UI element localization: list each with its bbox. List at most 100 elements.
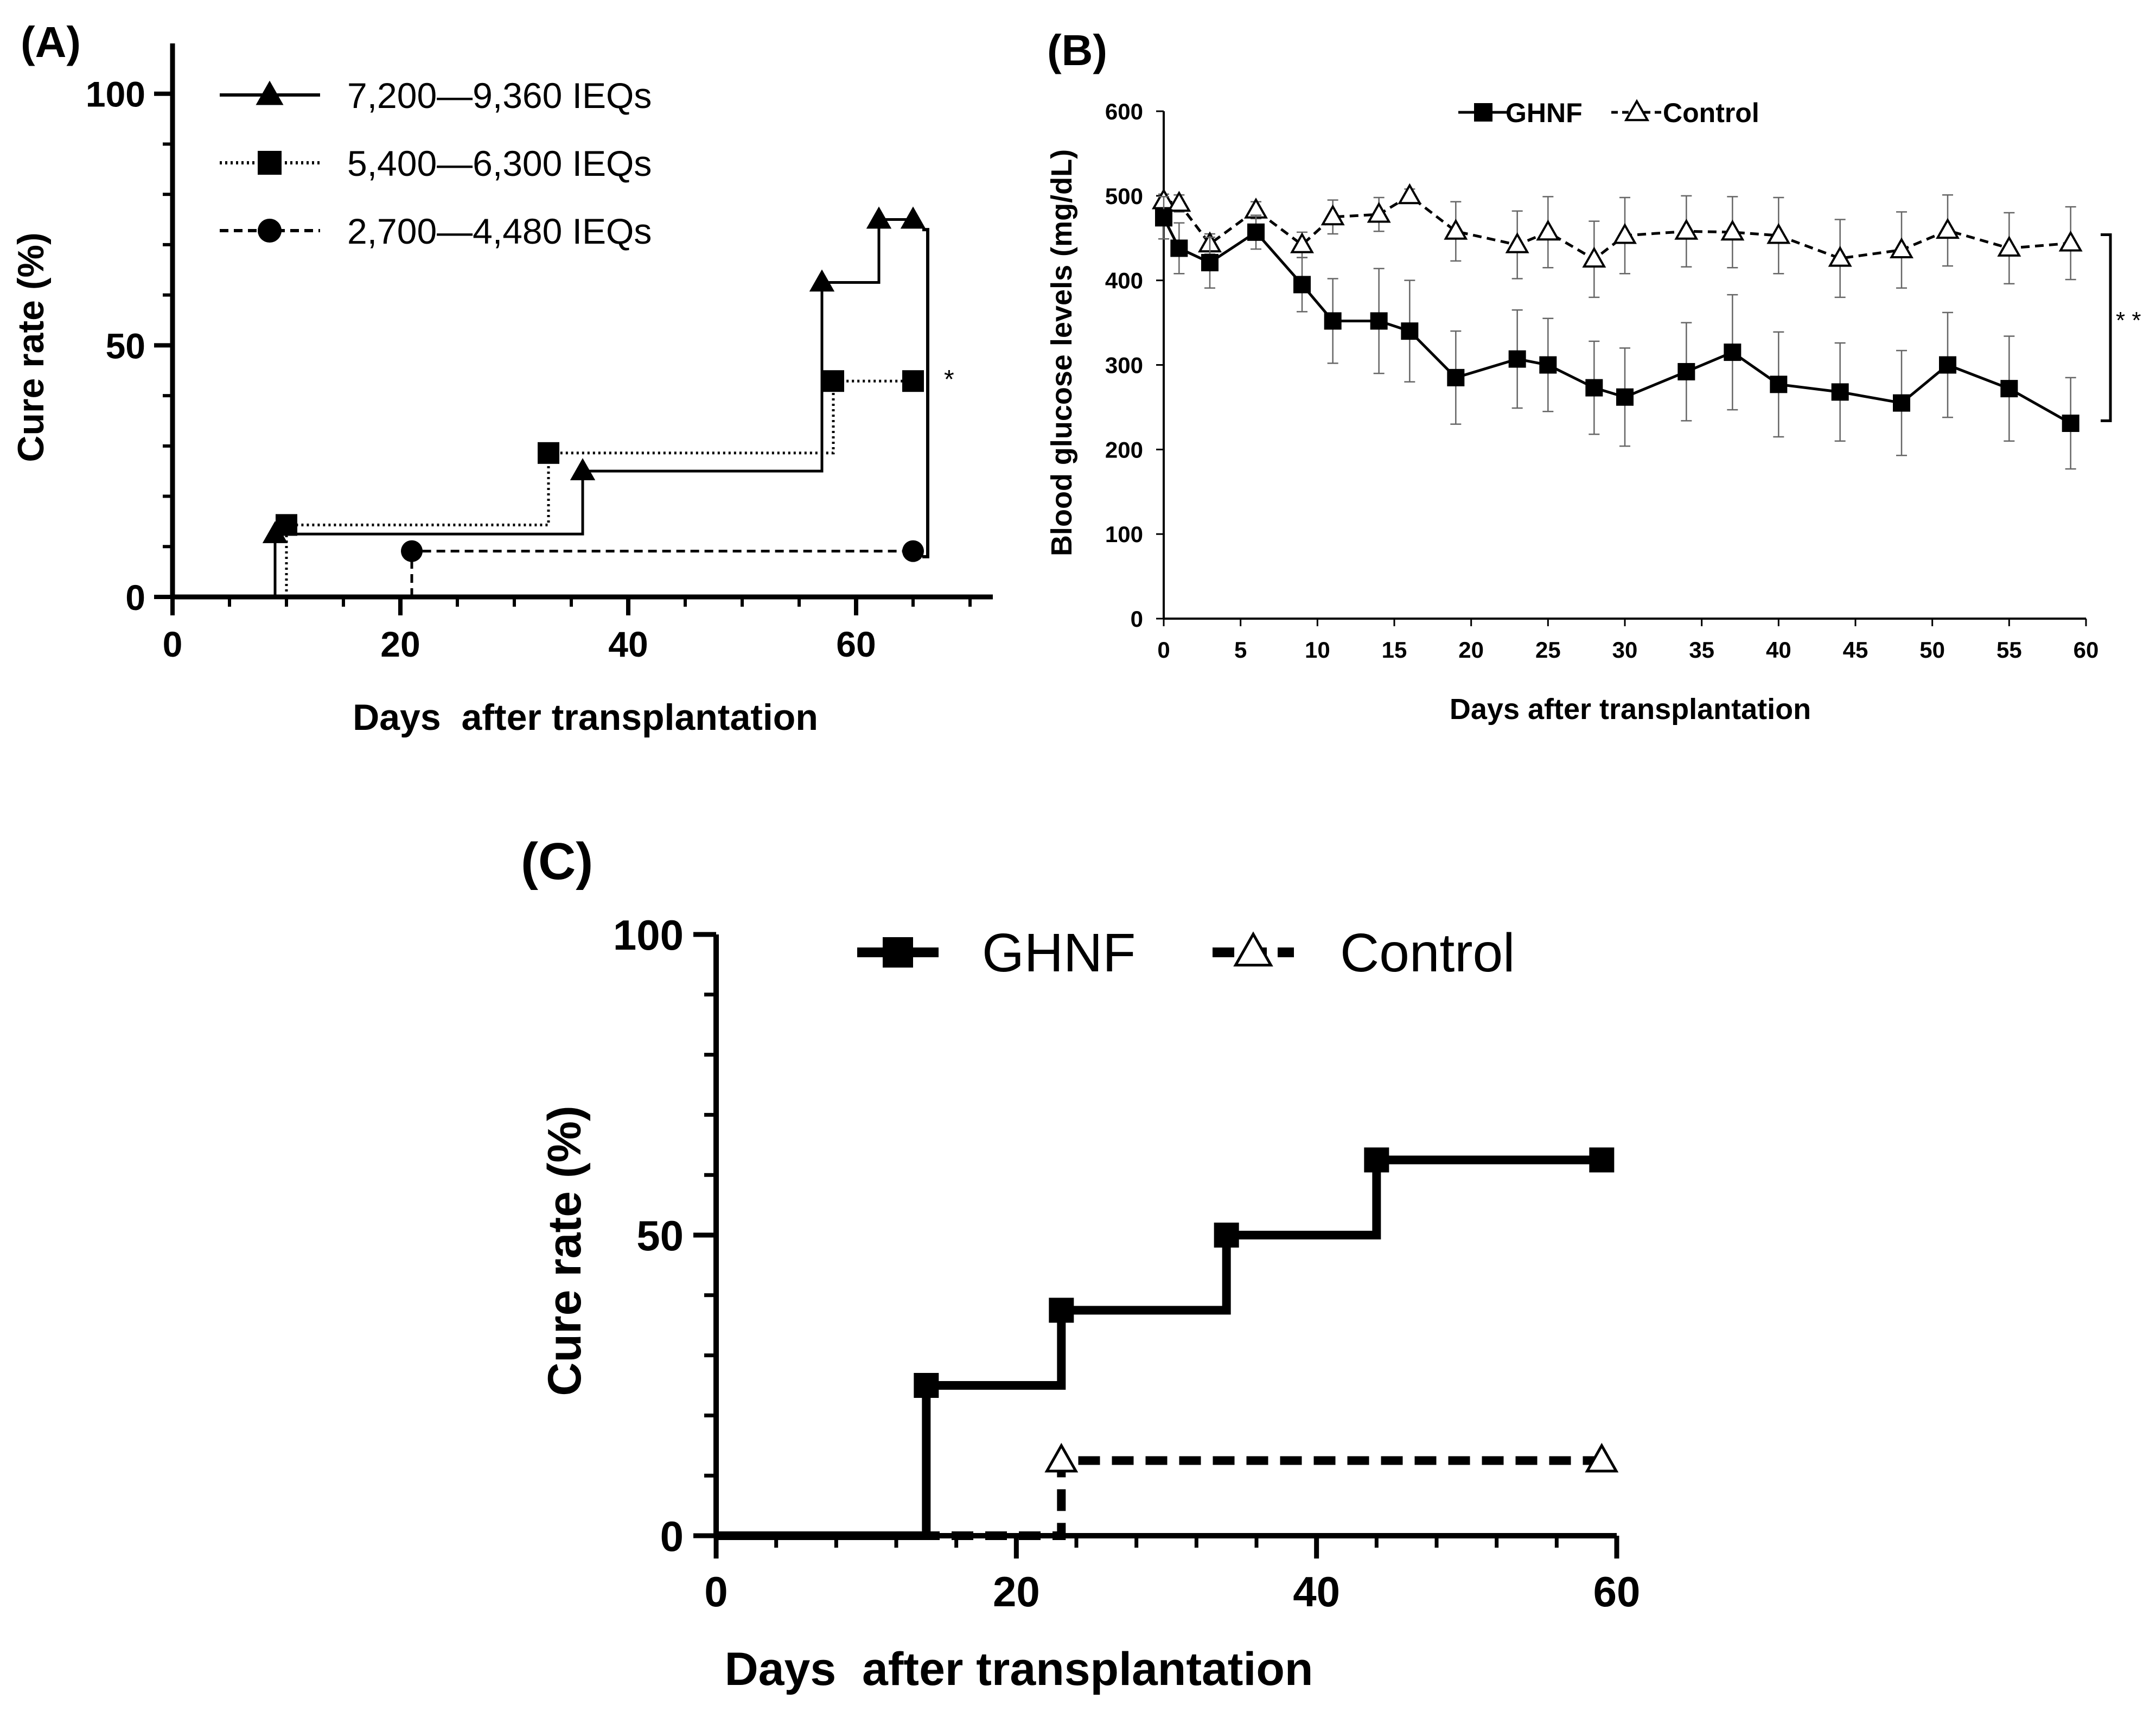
panel-b-data-point: [1677, 362, 1695, 380]
panel-c-data-point: [1585, 1442, 1619, 1473]
panel-b-data-point: [1585, 379, 1603, 397]
panel-a-xlabel: Days after transplantation: [353, 697, 818, 738]
panel-b-data-point: [2062, 415, 2080, 432]
panel-b-data-point: [1831, 383, 1849, 401]
panel-c-ylabel: Cure rate (%): [539, 1105, 591, 1396]
panel-b-data-point: [1674, 219, 1699, 240]
panel-b-legend: GHNF Control: [1458, 98, 1759, 128]
panel-a-legend: 7,200—9,360 IEQs 5,400—6,300 IEQs 2,700—4,…: [220, 75, 652, 251]
panel-c-data-point: [1044, 1442, 1079, 1473]
panel-a: (A) 0 20 40 60 0 50 100 7,200—9,360 IEQs 5,400—…: [10, 18, 993, 738]
panel-b-legend-marker: [1474, 103, 1492, 122]
panel-a-y-tick-label: 100: [86, 74, 145, 115]
panel-b-data-point: [1370, 312, 1388, 330]
panel-a-significance: *: [944, 365, 954, 394]
panel-b-data-point: [1893, 394, 1910, 412]
panel-b-xlabel: Days after transplantation: [1450, 693, 1811, 726]
panel-c-y-tick-label: 0: [660, 1512, 684, 1560]
panel-c-legend: GHNF Control: [857, 923, 1515, 983]
panel-b-data-point: [1613, 222, 1637, 244]
panel-b-data-point: [1293, 276, 1311, 294]
panel-b-x-tick-label: 40: [1766, 637, 1791, 663]
panel-b-data-point: [1539, 356, 1557, 374]
panel-c-data-point: [1364, 1147, 1389, 1173]
panel-b-x-tick-label: 45: [1843, 637, 1868, 663]
panel-b-data-point: [1398, 183, 1422, 205]
panel-b-data-point: [1582, 246, 1606, 268]
panel-b-x-tick-label: 0: [1157, 637, 1170, 663]
panel-b-significance-bracket: [2101, 233, 2112, 422]
panel-c-series-line: [716, 1456, 1602, 1540]
panel-a-data-point: [809, 269, 835, 292]
panel-a-data-point: [401, 540, 423, 562]
panel-b: (B) 0 5 10 15 20 25 30 35 40 45 50 55 60010020030040…: [1045, 26, 2141, 726]
panel-b-y-tick-label: 400: [1105, 268, 1143, 294]
panel-b-x-tick-label: 10: [1305, 637, 1330, 663]
panel-b-y-tick-label: 0: [1131, 606, 1143, 632]
panel-c-data-point: [1214, 1223, 1239, 1248]
panel-b-data-point: [1321, 204, 1345, 226]
panel-a-data-point: [570, 458, 596, 480]
panel-c-legend-label: GHNF: [982, 923, 1136, 983]
panel-c-legend-marker: [1233, 931, 1273, 967]
panel-a-x-tick-label: 40: [608, 624, 648, 664]
panel-c-data-point: [1049, 1297, 1074, 1323]
panel-b-ylabel: Blood glucose levels (mg/dL): [1045, 149, 1078, 556]
panel-b-x-tick-label: 30: [1612, 637, 1638, 663]
panel-a-data-point: [276, 514, 297, 536]
panel-b-data-point: [1505, 232, 1529, 253]
panel-a-data-point: [262, 521, 288, 543]
panel-a-data-point: [902, 540, 924, 562]
panel-a-y-tick-label: 0: [125, 577, 145, 618]
panel-c-x-tick-label: 20: [993, 1568, 1040, 1615]
panel-a-series-line: [285, 379, 913, 597]
panel-c-y-tick-label: 50: [636, 1212, 684, 1260]
panel-b-data-point: [1444, 219, 1468, 240]
panel-c-x-tick-label: 0: [704, 1568, 728, 1615]
panel-a-label: (A): [21, 18, 81, 66]
panel-a-data-point: [900, 206, 926, 229]
panel-b-data-point: [1247, 223, 1265, 241]
panel-a-legend-label: 7,200—9,360 IEQs: [347, 75, 652, 116]
panel-c-plot-area: 0 20 40 60 0 50 100: [613, 911, 1641, 1615]
panel-b-x-tick-label: 60: [2074, 637, 2099, 663]
panel-b-x-tick-label: 35: [1689, 637, 1714, 663]
panel-a-legend-marker: [256, 80, 284, 105]
panel-b-x-tick-label: 25: [1535, 637, 1561, 663]
panel-b-x-tick-label: 20: [1458, 637, 1484, 663]
panel-c-x-tick-label: 40: [1293, 1568, 1340, 1615]
panel-c: (C) 0 20 40 60 0 50 100 GHNF Control Days after…: [521, 832, 1640, 1695]
panel-b-data-point: [1367, 201, 1391, 223]
panel-b-data-point: [1616, 388, 1634, 406]
panel-c-label: (C): [521, 832, 593, 891]
panel-a-x-tick-label: 20: [380, 624, 420, 664]
panel-b-legend-label: GHNF: [1506, 98, 1583, 128]
panel-b-label: (B): [1047, 26, 1107, 74]
panel-b-data-point: [1724, 344, 1742, 361]
panel-a-legend-label: 2,700—4,480 IEQs: [347, 211, 652, 251]
panel-b-data-point: [1324, 312, 1342, 330]
panel-a-data-point: [866, 206, 892, 229]
panel-b-data-point: [1770, 376, 1788, 393]
panel-b-data-point: [1536, 219, 1560, 241]
panel-b-data-point: [1720, 219, 1745, 241]
panel-b-data-point: [1890, 237, 1913, 259]
panel-a-legend-marker: [258, 219, 282, 243]
panel-b-data-point: [2058, 230, 2083, 252]
panel-c-legend-marker: [883, 937, 913, 968]
panel-a-data-point: [538, 442, 559, 464]
panel-b-data-point: [1447, 368, 1465, 386]
panel-c-xlabel: Days after transplantation: [725, 1643, 1313, 1695]
panel-b-data-point: [1290, 232, 1314, 253]
panel-b-data-point: [1997, 236, 2021, 257]
panel-a-legend-marker: [258, 151, 282, 175]
panel-c-data-point: [1589, 1147, 1615, 1173]
panel-a-significance-bracket: [922, 228, 929, 558]
panel-b-significance: * *: [2116, 307, 2141, 334]
panel-b-data-point: [1167, 190, 1191, 212]
panel-b-y-tick-label: 600: [1105, 99, 1143, 124]
panel-b-legend-label: Control: [1663, 98, 1759, 128]
panel-b-y-tick-label: 500: [1105, 183, 1143, 209]
panel-a-series-line: [273, 218, 913, 597]
